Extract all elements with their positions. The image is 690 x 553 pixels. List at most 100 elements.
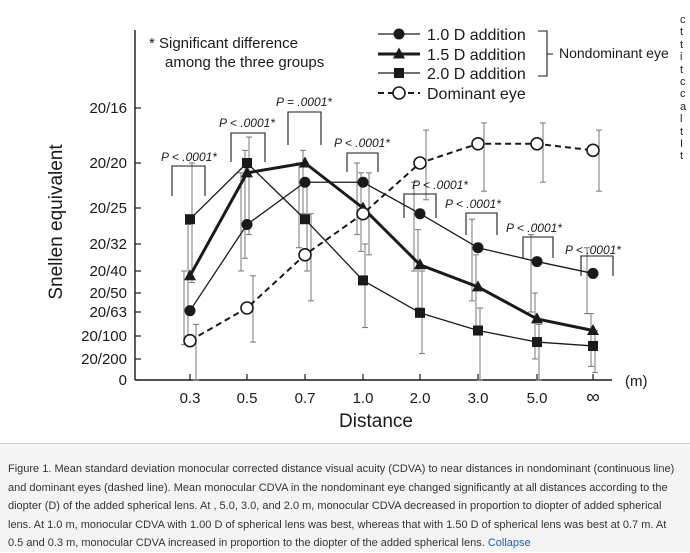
y-tick-label: 20/100	[81, 328, 127, 345]
data-point	[413, 156, 427, 170]
figure-caption: Figure 1. Mean standard deviation monocu…	[8, 460, 684, 553]
side-text-fragment: a	[680, 100, 687, 113]
y-axis-label: Snellen equivalent	[46, 144, 67, 300]
x-axis-label: Distance	[339, 411, 413, 432]
data-point	[532, 337, 542, 348]
data-point	[358, 275, 368, 286]
y-tick-label: 20/200	[81, 351, 127, 368]
chart: 20/16 20/20 20/25 20/32 20/40 20/50 20/63 20/10…	[46, 27, 669, 432]
legend-marker	[393, 47, 405, 59]
side-text-fragment: c	[680, 88, 686, 101]
data-point	[414, 258, 426, 270]
significance-bracket	[171, 165, 206, 196]
data-point	[530, 136, 544, 151]
legend-label: 1.5 D addition	[427, 47, 526, 64]
caption-bar: Figure 1. Mean standard deviation monocu…	[0, 443, 690, 552]
data-point	[184, 305, 196, 317]
data-point	[415, 307, 425, 318]
legend-bracket-label: Nondominant eye	[559, 45, 669, 61]
caption-body: Figure 1. Mean standard deviation monocu…	[8, 463, 675, 550]
y-tick-label: 20/40	[89, 263, 127, 280]
legend-label: 1.0 D addition	[427, 27, 526, 44]
y-tick-label: 20/20	[89, 155, 127, 172]
significance-bracket	[580, 255, 614, 276]
data-point	[472, 280, 484, 292]
significance-bracket	[346, 152, 379, 172]
p-value-label: P < .0001*	[161, 150, 217, 164]
legend-marker	[394, 68, 404, 78]
data-point	[531, 312, 543, 324]
series-line	[189, 142, 594, 342]
significance-bracket	[287, 111, 322, 145]
side-text-fragment: i	[680, 51, 683, 64]
data-point	[531, 256, 543, 268]
side-text-fragment: c	[680, 14, 686, 26]
series-line	[189, 162, 594, 347]
data-point	[356, 206, 370, 221]
data-point	[185, 214, 195, 225]
note-line-2: among the three groups	[165, 54, 324, 71]
data-point	[184, 269, 196, 281]
note-line-1: * Significant difference	[149, 35, 298, 52]
x-tick-label: 2.0	[410, 390, 431, 407]
y-tick-label: 20/16	[89, 100, 127, 117]
data-point	[414, 208, 426, 220]
series-line	[189, 181, 594, 312]
data-point	[300, 214, 310, 225]
x-tick-label: ∞	[586, 387, 600, 408]
y-tick-label: 20/32	[89, 236, 127, 253]
side-text-fragment: t	[680, 125, 684, 138]
x-tick-label: 0.3	[180, 390, 201, 407]
legend-label: Dominant eye	[427, 86, 526, 103]
legend-label: 2.0 D addition	[427, 66, 526, 83]
y-tick-label: 20/25	[89, 200, 127, 217]
data-point	[357, 176, 369, 188]
figure-panel: 20/16 20/20 20/25 20/32 20/40 20/50 20/63 20/10…	[46, 14, 687, 432]
series-line	[188, 161, 594, 332]
data-point	[472, 242, 484, 254]
data-point	[588, 340, 598, 351]
side-text-fragment: c	[680, 76, 686, 89]
legend-marker	[392, 86, 406, 100]
legend-bracket	[538, 30, 553, 77]
data-point	[299, 176, 311, 188]
y-tick-label: 20/63	[89, 304, 127, 321]
p-value-label: P < .0001*	[445, 197, 501, 211]
data-point	[240, 301, 254, 315]
x-axis-unit: (m)	[625, 373, 648, 390]
p-value-label: P < .0001*	[506, 221, 562, 235]
collapse-link[interactable]: Collapse	[487, 537, 531, 550]
significance-bracket	[522, 236, 554, 258]
data-point	[298, 248, 312, 262]
data-point	[183, 333, 197, 348]
data-point	[299, 156, 311, 168]
side-text-fragment: t	[680, 150, 684, 163]
x-tick-label: 5.0	[527, 390, 548, 407]
data-point	[473, 325, 483, 336]
x-tick-label: 3.0	[468, 390, 489, 407]
data-point	[586, 143, 600, 158]
side-text-fragment: t	[680, 63, 684, 76]
data-point	[242, 158, 252, 168]
p-value-label: P < .0001*	[219, 116, 275, 130]
side-text-fragment: I	[680, 138, 684, 151]
x-tick-label: 0.5	[237, 390, 258, 407]
y-tick-label: 0	[119, 372, 127, 389]
significance-bracket	[403, 193, 437, 218]
data-point	[587, 324, 599, 336]
data-point	[471, 136, 485, 151]
side-text-fragment: l	[680, 113, 683, 126]
data-point	[241, 219, 253, 231]
side-text-fragment: t	[680, 38, 684, 51]
p-value-label: P = .0001*	[276, 95, 332, 109]
p-value-label: P < .0001*	[412, 178, 468, 192]
y-tick-label: 20/50	[89, 285, 127, 302]
legend-marker	[393, 28, 405, 40]
p-value-label: P < .0001*	[334, 136, 390, 150]
side-text-fragment: t	[680, 26, 684, 39]
significance-bracket	[465, 212, 498, 235]
data-point	[587, 267, 599, 279]
x-tick-label: 0.7	[295, 390, 316, 407]
p-value-label: P < .0001*	[565, 243, 621, 257]
